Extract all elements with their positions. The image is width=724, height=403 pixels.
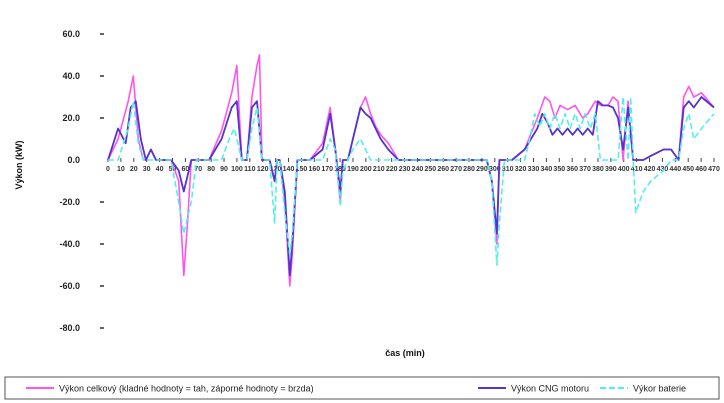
x-tick-label: 290	[476, 166, 488, 173]
x-tick-label: 40	[156, 166, 164, 173]
x-tick-label: 60	[181, 166, 189, 173]
x-tick-label: 390	[605, 166, 617, 173]
legend-frame	[4, 376, 720, 400]
x-tick-label: 80	[207, 166, 215, 173]
x-tick-label: 310	[502, 166, 514, 173]
x-tick-label: 200	[360, 166, 372, 173]
y-tick-label: 0.0	[67, 155, 80, 165]
x-tick-label: 440	[669, 166, 681, 173]
x-tick-label: 280	[463, 166, 475, 173]
x-tick-label: 450	[682, 166, 694, 173]
x-tick-label: 370	[579, 166, 591, 173]
y-tick-label: -80.0	[59, 323, 80, 333]
x-axis-title: čas (min)	[385, 348, 425, 358]
x-tick-label: 250	[424, 166, 436, 173]
x-tick-label: 20	[130, 166, 138, 173]
x-tick-label: 140	[283, 166, 295, 173]
x-tick-label: 170	[321, 166, 333, 173]
x-tick-label: 70	[194, 166, 202, 173]
x-tick-label: 420	[644, 166, 656, 173]
x-tick-label: 430	[657, 166, 669, 173]
series-line-2	[107, 96, 715, 277]
x-tick-label: 240	[412, 166, 424, 173]
y-tick-label: -40.0	[59, 239, 80, 249]
y-tick-label: 20.0	[62, 113, 80, 123]
x-tick-label: 120	[257, 166, 269, 173]
x-tick-label: 230	[399, 166, 411, 173]
x-tick-label: 30	[143, 166, 151, 173]
series-lines	[107, 54, 715, 287]
legend-label-1: Výkon celkový (kladné hodnoty = tah, záp…	[59, 384, 314, 394]
x-tick-label: 380	[592, 166, 604, 173]
x-tick-label: 180	[334, 166, 346, 173]
legend-items: Výkon celkový (kladné hodnoty = tah, záp…	[26, 384, 686, 394]
x-tick-label: 100	[231, 166, 243, 173]
y-axis-title: Výkon (kW)	[14, 140, 24, 189]
x-tick-label: 270	[450, 166, 462, 173]
x-tick-label: 190	[347, 166, 359, 173]
y-axis-ticks: 60.0 40.0 20.0 0.0 -20.0 -40.0 -60.0 -80.0	[59, 29, 104, 333]
x-tick-label: 410	[631, 166, 643, 173]
x-axis-ticks: 0 10 20 30 40 50 60 70 80 90 100 110 120 130 140 150 160…	[106, 158, 720, 173]
legend: Výkon celkový (kladné hodnoty = tah, záp…	[4, 376, 720, 400]
x-tick-label: 0	[106, 166, 110, 173]
legend-label-3: Výkor baterie	[633, 384, 686, 394]
x-tick-label: 260	[437, 166, 449, 173]
x-tick-label: 220	[386, 166, 398, 173]
x-tick-label: 90	[220, 166, 228, 173]
x-tick-label: 340	[541, 166, 553, 173]
x-tick-label: 360	[566, 166, 578, 173]
x-tick-label: 110	[244, 166, 255, 173]
y-tick-label: 60.0	[62, 29, 80, 39]
x-tick-label: 400	[618, 166, 630, 173]
x-tick-label: 150	[296, 166, 308, 173]
series-line-3	[108, 96, 715, 266]
y-tick-label: -60.0	[59, 281, 80, 291]
x-tick-label: 160	[308, 166, 320, 173]
x-tick-label: 330	[528, 166, 540, 173]
x-tick-label: 10	[117, 166, 125, 173]
x-tick-label: 470	[708, 166, 720, 173]
y-tick-label: -20.0	[59, 197, 80, 207]
legend-label-2: Výkon CNG motoru	[511, 384, 589, 394]
x-tick-label: 350	[553, 166, 565, 173]
x-tick-label: 300	[489, 166, 501, 173]
x-tick-label: 460	[695, 166, 707, 173]
x-tick-label: 210	[373, 166, 385, 173]
x-tick-label: 50	[169, 166, 177, 173]
x-tick-label: 320	[515, 166, 527, 173]
y-tick-label: 40.0	[62, 71, 80, 81]
